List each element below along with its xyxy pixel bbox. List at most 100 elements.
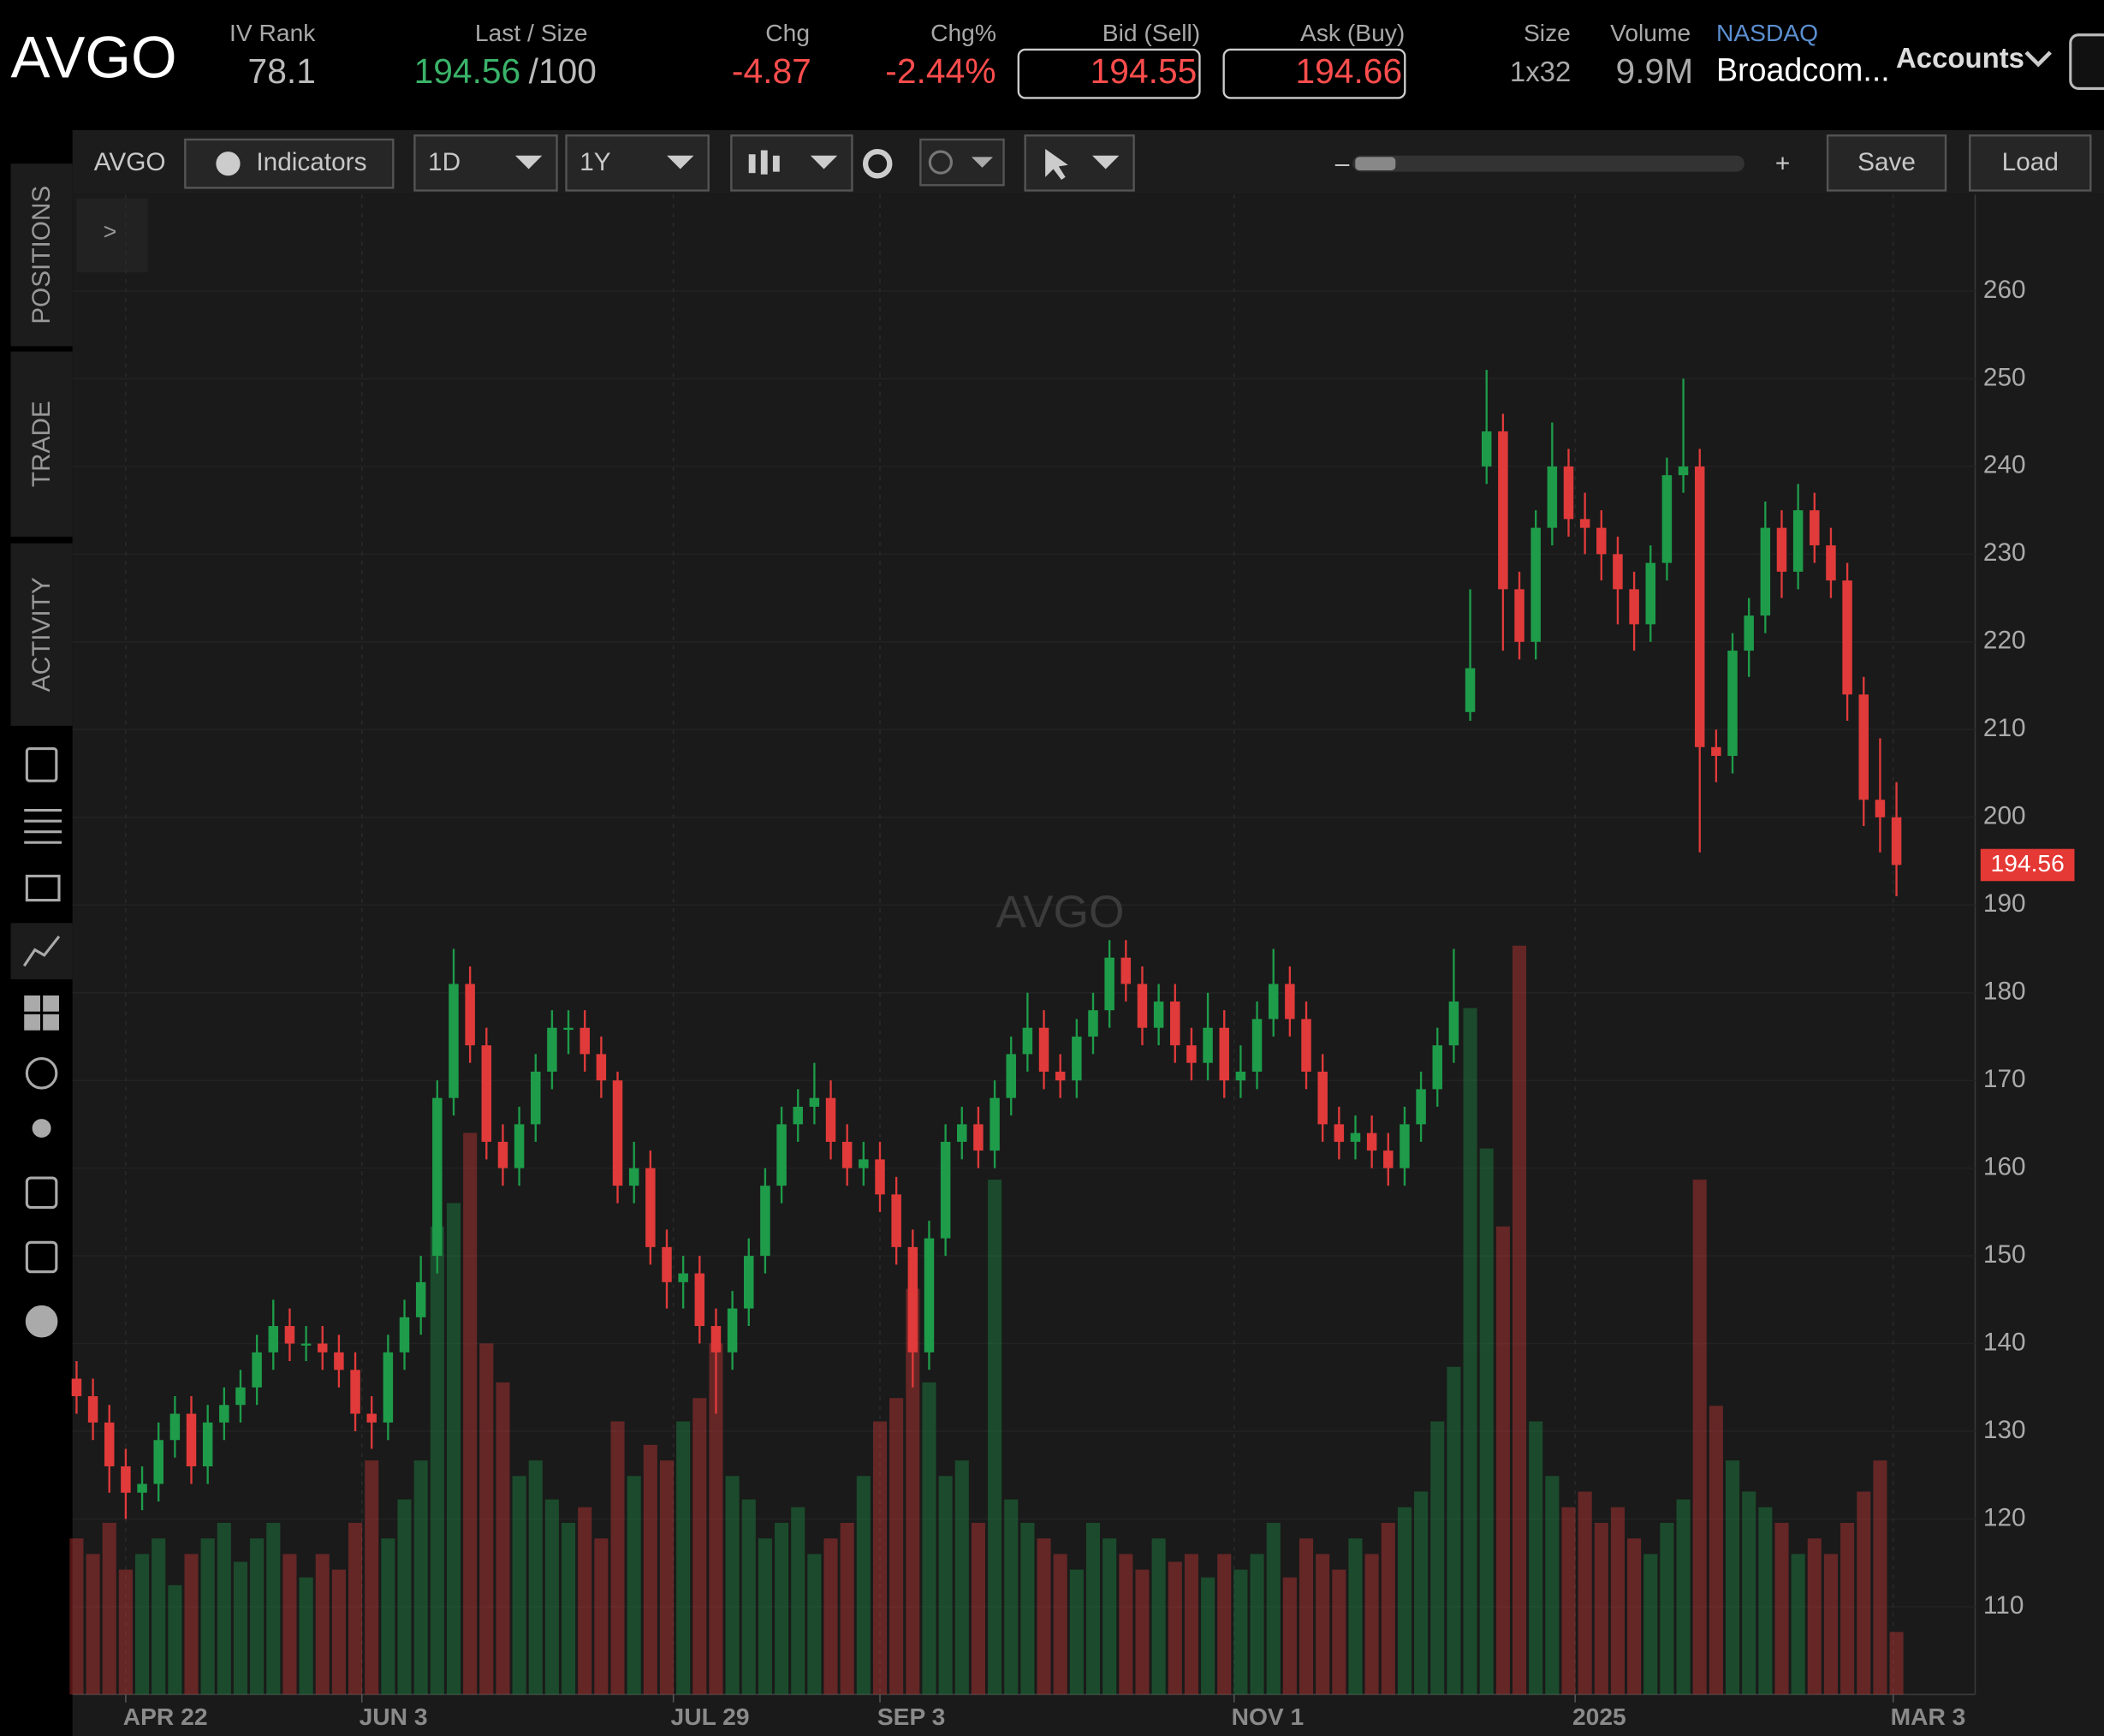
volume-bar	[331, 1569, 346, 1695]
x-tick-label: JUN 3	[360, 1703, 428, 1730]
dropdown-arrow[interactable]	[971, 157, 994, 168]
candle-body	[1203, 1027, 1213, 1063]
crosshair-icon[interactable]	[928, 150, 953, 175]
volume-bar	[397, 1499, 412, 1695]
candle-body	[744, 1256, 754, 1309]
settings-icon[interactable]	[862, 148, 893, 179]
candle-body	[531, 1071, 541, 1125]
volume-bar	[676, 1421, 691, 1695]
zoom-in[interactable]: +	[1775, 150, 1790, 178]
tab-label[interactable]: TRADE	[27, 401, 56, 487]
tab[interactable]	[10, 351, 73, 537]
candle-body	[1498, 431, 1508, 590]
candle-body	[1285, 984, 1295, 1020]
candle-body	[1694, 466, 1705, 747]
candle-body	[1104, 957, 1114, 1011]
dropdown-arrow[interactable]	[810, 155, 838, 169]
zoom-track[interactable]	[1352, 155, 1744, 172]
volume-bar	[1348, 1538, 1363, 1695]
candle-body	[1842, 580, 1852, 695]
volume-bar	[365, 1460, 379, 1695]
ask[interactable]: 194.66	[1295, 51, 1402, 91]
toolbar-symbol[interactable]: AVGO	[94, 148, 166, 176]
zoom-thumb[interactable]	[1355, 157, 1396, 171]
pointer-dropdown[interactable]	[1024, 134, 1135, 192]
candle-body	[104, 1422, 115, 1467]
volume-bar	[1103, 1538, 1117, 1695]
last-size: /100	[529, 51, 597, 91]
dropdown-arrow[interactable]	[1092, 155, 1120, 169]
volume: 9.9M	[1616, 51, 1694, 91]
volume-bar	[1692, 1180, 1707, 1695]
volume-bar	[758, 1538, 772, 1695]
candle-body	[71, 1378, 82, 1397]
tab-label[interactable]: POSITIONS	[27, 186, 56, 324]
volume-bar	[1676, 1499, 1691, 1695]
ask-box[interactable]	[1222, 48, 1406, 99]
accounts[interactable]: Accounts	[1896, 42, 2024, 74]
accounts-chevron[interactable]	[2024, 51, 2052, 68]
range[interactable]: 1Y	[579, 148, 611, 176]
bid-box[interactable]	[1017, 48, 1201, 99]
volume-bar	[1020, 1522, 1035, 1695]
candle-body	[497, 1141, 508, 1168]
sidebar-icons[interactable]	[10, 746, 73, 1338]
indicators-label[interactable]: Indicators	[256, 148, 366, 176]
candle-body	[1055, 1071, 1066, 1081]
collapse-label[interactable]: >	[104, 219, 117, 245]
candle-body	[990, 1097, 1000, 1151]
volume-bar	[233, 1561, 248, 1695]
crosshair-dropdown[interactable]	[919, 138, 1005, 187]
volume-bar	[1447, 1366, 1461, 1695]
candle-body	[1170, 1001, 1180, 1046]
candle-body	[1137, 984, 1148, 1028]
volume-bar	[889, 1398, 904, 1695]
panel-toggle[interactable]	[2069, 33, 2104, 91]
chg-pct: -2.44%	[885, 51, 996, 91]
volume-bar	[135, 1554, 150, 1695]
collapse-button[interactable]	[76, 198, 148, 273]
load-label[interactable]: Load	[2002, 148, 2059, 176]
save-button[interactable]	[1826, 134, 1947, 192]
volume-bar	[1889, 1632, 1904, 1695]
candle-body	[1072, 1036, 1082, 1081]
candle-body	[645, 1168, 656, 1247]
candle-body	[1547, 466, 1558, 528]
x-tick-label: NOV 1	[1232, 1703, 1305, 1730]
candle-body	[1350, 1133, 1361, 1142]
candle-body	[87, 1396, 98, 1423]
size-label: Size	[1524, 19, 1571, 46]
zoom-out[interactable]: –	[1335, 150, 1350, 178]
candle-body	[514, 1124, 525, 1168]
tab[interactable]	[10, 163, 73, 347]
pointer-icon[interactable]	[1045, 148, 1068, 181]
last-price-label: 194.56	[1991, 849, 2065, 877]
volume-bar	[1217, 1554, 1232, 1695]
indicators-icon[interactable]	[216, 152, 241, 176]
volume-bar	[512, 1476, 526, 1695]
volume-bar	[200, 1538, 215, 1695]
bid[interactable]: 194.55	[1091, 51, 1198, 91]
candle-body	[1022, 1027, 1033, 1055]
volume-bar	[823, 1538, 838, 1695]
tab-label[interactable]: ACTIVITY	[27, 577, 56, 692]
volume-bar	[1168, 1561, 1182, 1695]
volume-bar	[1791, 1554, 1805, 1695]
volume-bar	[1151, 1538, 1166, 1695]
dropdown-arrow[interactable]	[514, 155, 543, 169]
volume-bar	[86, 1554, 100, 1695]
iv-rank-label: IV Rank	[229, 19, 316, 46]
candle-body	[169, 1413, 181, 1441]
dropdown-arrow[interactable]	[667, 155, 694, 169]
interval[interactable]: 1D	[428, 148, 461, 176]
save-label[interactable]: Save	[1857, 148, 1916, 176]
candle-body	[1514, 589, 1525, 642]
volume-bar	[1774, 1522, 1789, 1695]
bid-label: Bid (Sell)	[1103, 19, 1200, 46]
volume-bar	[594, 1538, 609, 1695]
tab[interactable]	[10, 543, 73, 726]
chart-type-icon[interactable]	[748, 150, 780, 175]
volume-bar	[413, 1460, 428, 1695]
load-button[interactable]	[1969, 134, 2092, 192]
volume-bar	[299, 1577, 313, 1695]
